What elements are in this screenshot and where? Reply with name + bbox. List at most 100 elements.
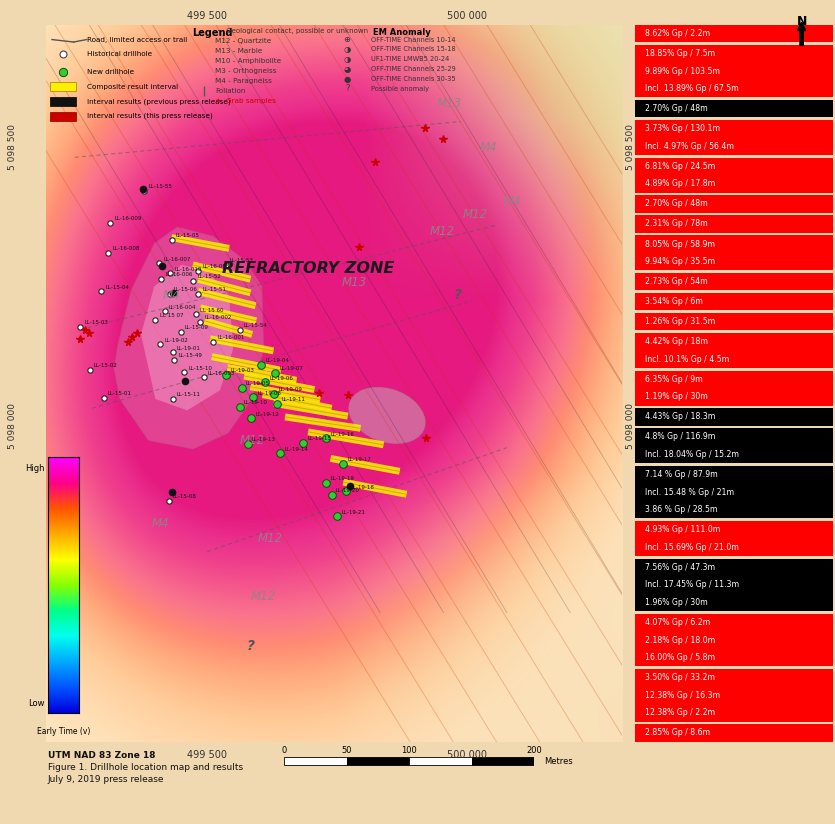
Text: LL-19-10: LL-19-10 (244, 400, 267, 405)
Text: UF1-TIME LMWB5 20-24: UF1-TIME LMWB5 20-24 (371, 56, 449, 63)
Text: LL-15-01: LL-15-01 (108, 391, 132, 396)
Bar (284, 756, 347, 765)
Text: M12: M12 (251, 590, 276, 602)
Text: M12: M12 (463, 208, 488, 222)
Text: LL-15-02: LL-15-02 (94, 363, 118, 368)
Text: M13: M13 (342, 276, 367, 289)
Bar (50, 96, 76, 106)
Text: 500 000: 500 000 (447, 11, 487, 21)
Text: LL-16-001: LL-16-001 (217, 335, 245, 339)
Text: 1.19% Gp / 30m: 1.19% Gp / 30m (645, 392, 708, 401)
Text: LL-15-04: LL-15-04 (105, 284, 129, 289)
Bar (635, 408, 833, 426)
Text: 2.18% Gp / 18.0m: 2.18% Gp / 18.0m (645, 635, 716, 644)
Text: LL-19-21: LL-19-21 (342, 510, 366, 515)
Text: Incl. 4.97% Gp / 56.4m: Incl. 4.97% Gp / 56.4m (645, 142, 734, 151)
Text: 2.70% Gp / 48m: 2.70% Gp / 48m (645, 104, 708, 113)
Text: 5 098 500: 5 098 500 (8, 124, 17, 170)
Bar (635, 195, 833, 213)
Text: LL-15-52: LL-15-52 (197, 274, 221, 279)
Text: 50: 50 (342, 746, 352, 755)
Text: Road, limited access or trail: Road, limited access or trail (87, 36, 187, 43)
Bar (635, 235, 833, 270)
Bar (50, 111, 76, 121)
Text: LL-16-009: LL-16-009 (114, 216, 142, 221)
Text: LL-16-005: LL-16-005 (202, 264, 230, 269)
Bar (635, 293, 833, 311)
Text: LL-19-05: LL-19-05 (246, 382, 270, 386)
Bar (635, 428, 833, 463)
Text: LL-15-03: LL-15-03 (84, 321, 109, 325)
Text: 3.54% Gp / 6m: 3.54% Gp / 6m (645, 297, 703, 307)
Text: Incl. 10.1% Gp / 4.5m: Incl. 10.1% Gp / 4.5m (645, 355, 730, 363)
Polygon shape (114, 227, 264, 449)
Text: LL-15-54: LL-15-54 (244, 323, 267, 328)
Text: 3.86 % Gp / 28.5m: 3.86 % Gp / 28.5m (645, 505, 718, 514)
Text: LL-19-16: LL-19-16 (330, 432, 354, 437)
Bar (635, 724, 833, 742)
Text: 1.26% Gp / 31.5m: 1.26% Gp / 31.5m (645, 317, 716, 326)
Text: LL-16-007: LL-16-007 (163, 256, 190, 262)
Text: 5 098 000: 5 098 000 (8, 403, 17, 449)
Text: LL-19-19: LL-19-19 (330, 476, 354, 481)
Text: ?: ? (345, 85, 349, 93)
Bar (635, 157, 833, 193)
Text: Historical drillhole: Historical drillhole (87, 51, 152, 58)
Text: ◑: ◑ (343, 55, 351, 63)
Text: LL-19-01: LL-19-01 (177, 345, 200, 350)
Text: LL-16-008: LL-16-008 (113, 246, 139, 251)
Bar (635, 25, 833, 42)
Text: LL-19-12: LL-19-12 (256, 411, 279, 416)
Text: M13 - Marble: M13 - Marble (215, 48, 262, 54)
Text: M12: M12 (240, 434, 265, 447)
Text: 6.35% Gp / 9m: 6.35% Gp / 9m (645, 375, 703, 384)
Text: LL-19-03: LL-19-03 (230, 368, 255, 373)
Text: ···  Geological contact, possible or unknown: ··· Geological contact, possible or unkn… (215, 28, 368, 35)
Bar (635, 120, 833, 155)
Text: 8.62% Gp / 2.2m: 8.62% Gp / 2.2m (645, 29, 711, 38)
Text: Early Time (v): Early Time (v) (37, 727, 90, 736)
Text: OFF-TIME Channels 10-14: OFF-TIME Channels 10-14 (371, 36, 456, 43)
Bar (635, 313, 833, 330)
Text: LL-16-002: LL-16-002 (205, 316, 232, 321)
Text: LL-19-09: LL-19-09 (278, 387, 302, 392)
Text: LL-19-11: LL-19-11 (281, 397, 305, 402)
Text: LL-19-07: LL-19-07 (280, 367, 303, 372)
Text: ◕: ◕ (343, 65, 351, 73)
Text: M12 - Quartzite: M12 - Quartzite (215, 38, 271, 44)
Bar (635, 273, 833, 290)
Text: 2.73% Gp / 54m: 2.73% Gp / 54m (645, 277, 708, 286)
Text: 2.85% Gp / 8.6m: 2.85% Gp / 8.6m (645, 728, 711, 737)
Bar (635, 466, 833, 518)
Bar (50, 82, 76, 91)
Bar (347, 756, 409, 765)
Text: ?: ? (454, 288, 462, 302)
Text: UTM NAD 83 Zone 18: UTM NAD 83 Zone 18 (48, 751, 155, 761)
Text: LL-15-53: LL-15-53 (230, 258, 254, 263)
Text: 8.05% Gp / 58.9m: 8.05% Gp / 58.9m (645, 240, 716, 249)
Text: LL-15-06: LL-15-06 (174, 287, 198, 292)
Text: 2.31% Gp / 78m: 2.31% Gp / 78m (645, 219, 708, 228)
Text: OFF-TIME Channels 15-18: OFF-TIME Channels 15-18 (371, 46, 456, 53)
Text: 6.81% Gp / 24.5m: 6.81% Gp / 24.5m (645, 162, 716, 171)
Text: Interval results (this press release): Interval results (this press release) (87, 113, 212, 119)
Text: LL-19-20: LL-19-20 (336, 488, 360, 494)
Text: LL-15-09: LL-15-09 (185, 325, 209, 330)
Text: July 9, 2019 press release: July 9, 2019 press release (48, 775, 164, 784)
Text: 18.85% Gp / 7.5m: 18.85% Gp / 7.5m (645, 49, 716, 58)
Text: EM Anomaly: EM Anomaly (373, 28, 431, 37)
Text: M4: M4 (151, 517, 169, 530)
Text: M13: M13 (437, 97, 462, 110)
Text: LL-19-02: LL-19-02 (164, 338, 188, 343)
Text: Figure 1. Drillhole location map and results: Figure 1. Drillhole location map and res… (48, 763, 243, 772)
Text: LL-15-51: LL-15-51 (202, 287, 226, 292)
Bar (409, 756, 472, 765)
Text: 4.43% Gp / 18.3m: 4.43% Gp / 18.3m (645, 413, 716, 421)
Text: 4.89% Gp / 17.8m: 4.89% Gp / 17.8m (645, 180, 716, 189)
Text: 9.89% Gp / 103.5m: 9.89% Gp / 103.5m (645, 67, 721, 76)
Text: LL-15-11: LL-15-11 (177, 392, 200, 397)
Text: 12.38% Gp / 16.3m: 12.38% Gp / 16.3m (645, 691, 721, 700)
Text: LL-19-08: LL-19-08 (257, 391, 281, 396)
Text: M12: M12 (430, 226, 455, 238)
Text: LL-15-05: LL-15-05 (175, 233, 200, 238)
